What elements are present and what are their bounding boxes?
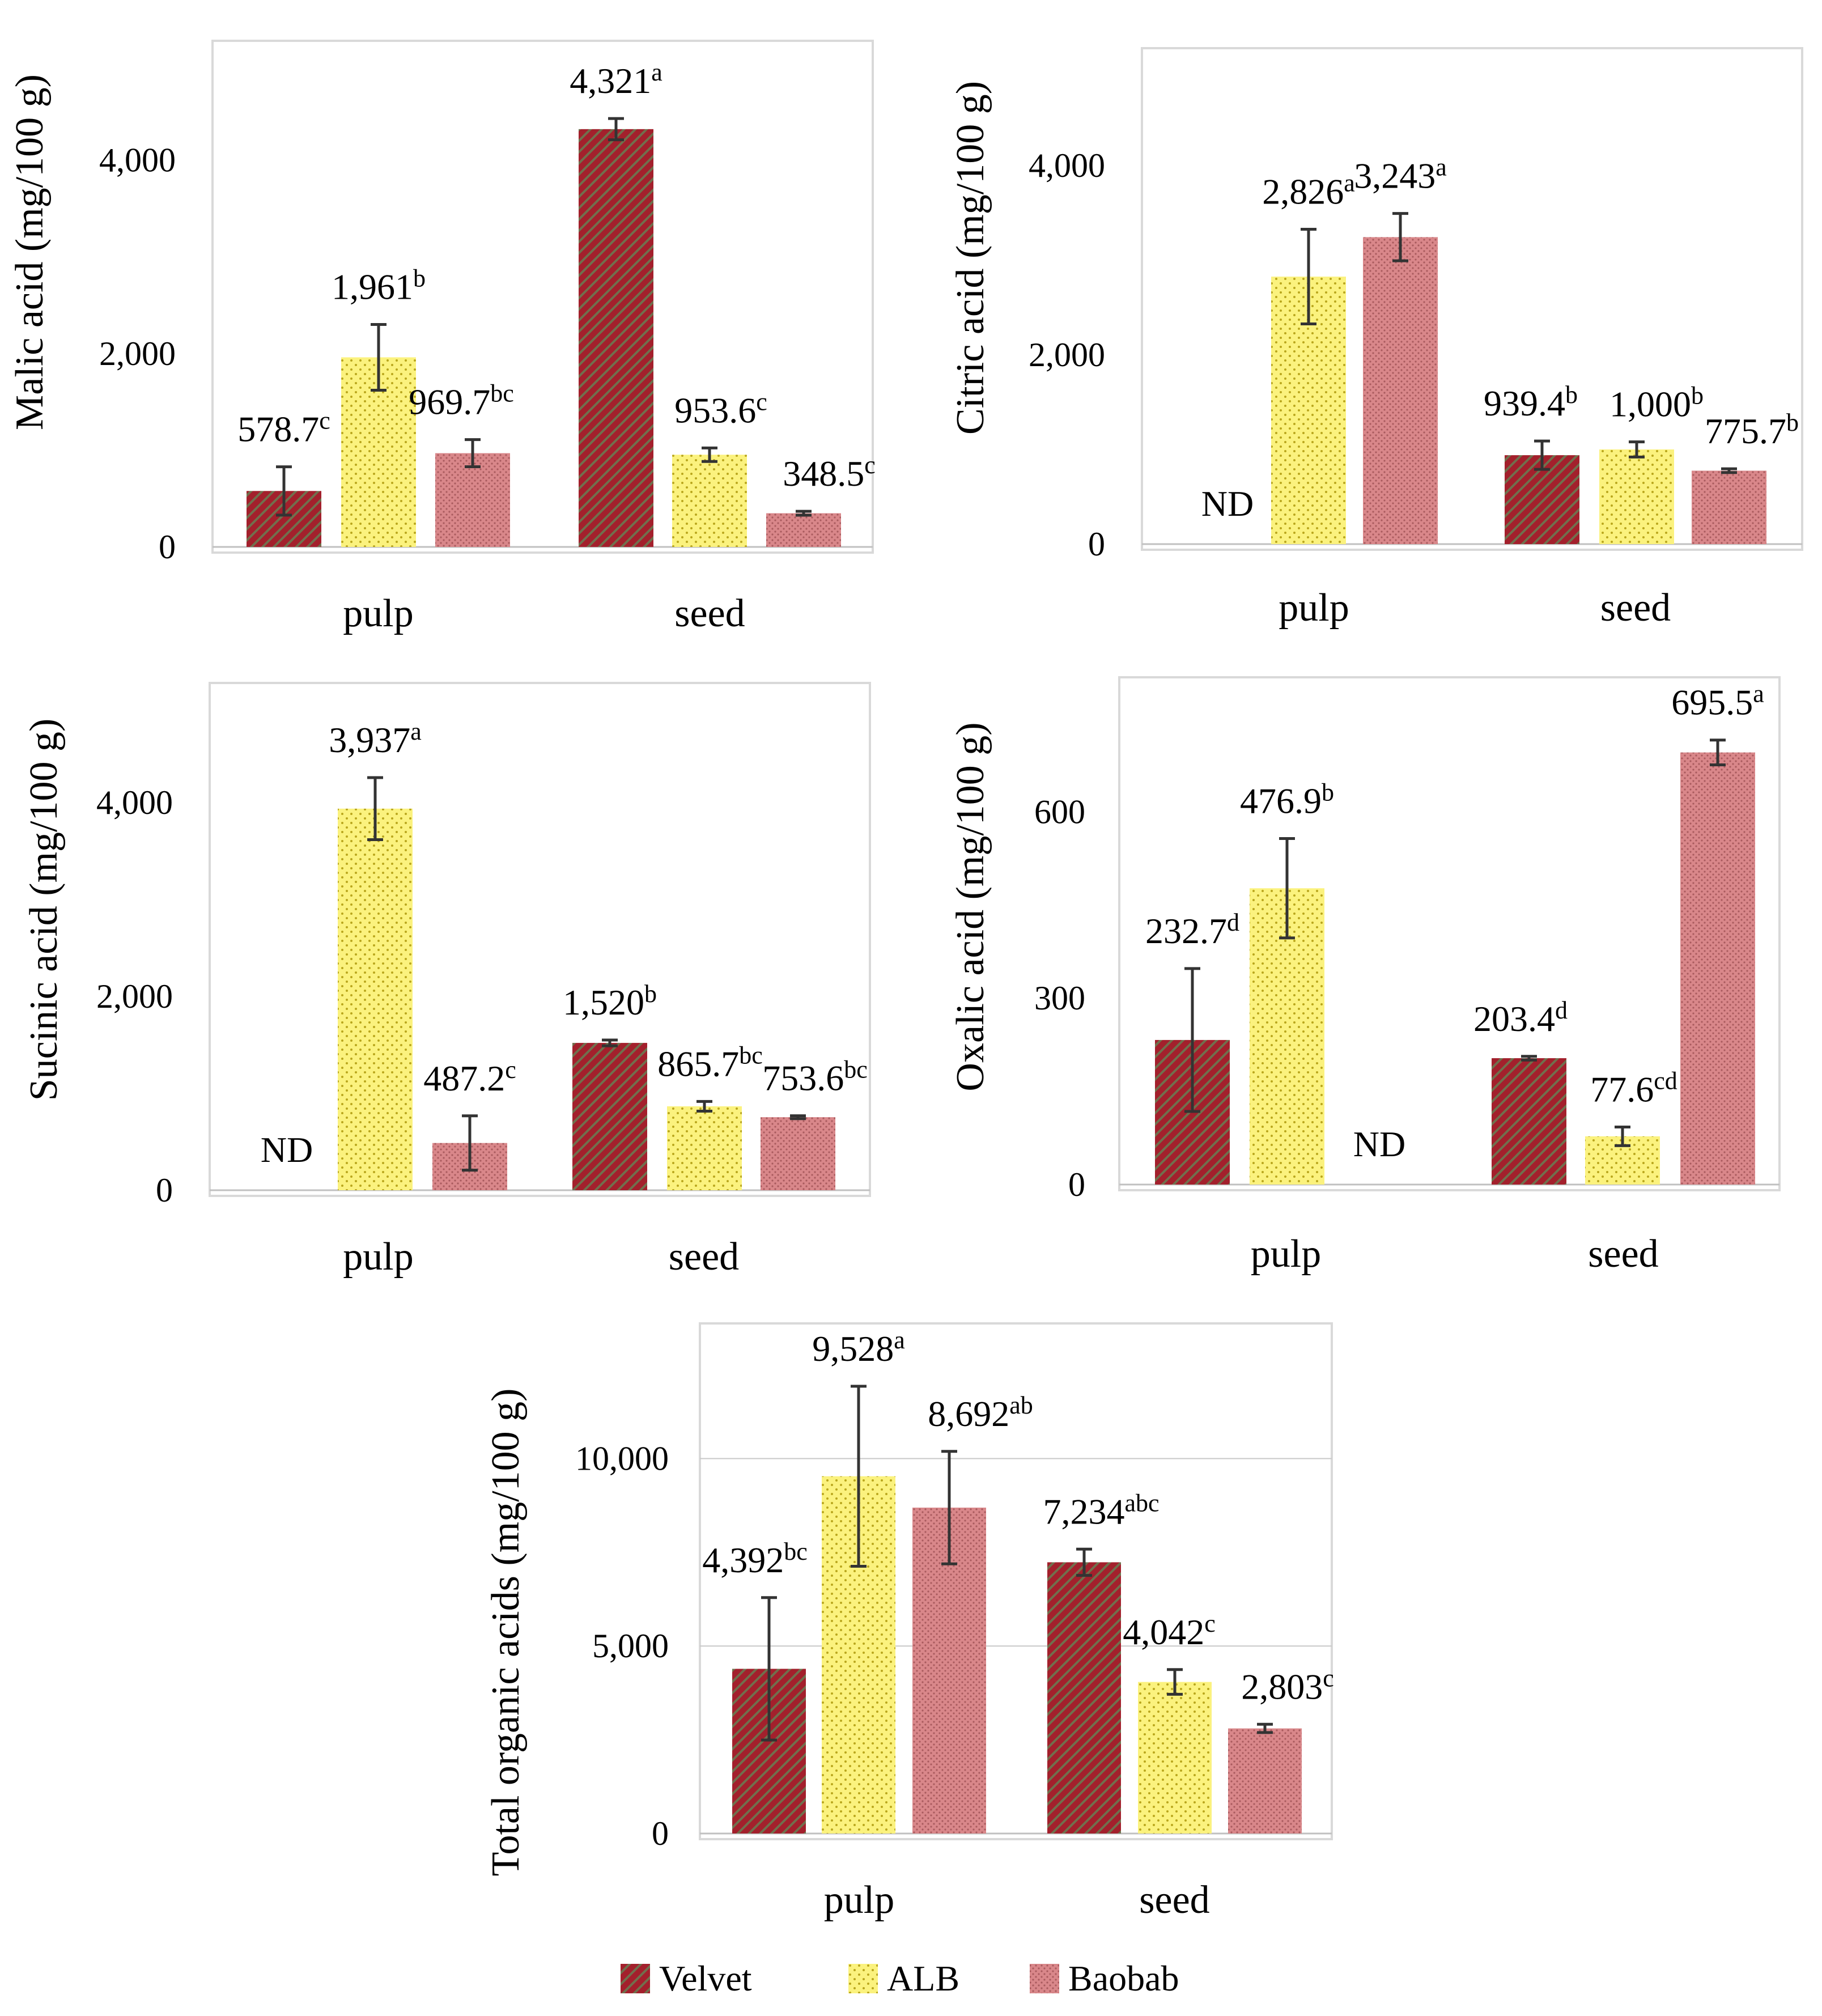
y-tick-label: 0 <box>1088 525 1105 563</box>
plot-frame <box>699 1322 1333 1840</box>
data-label: 1,520b <box>563 980 657 1022</box>
data-label: 939.4b <box>1484 381 1578 423</box>
data-label: 9,528a <box>812 1326 905 1369</box>
data-label: 4,321a <box>570 58 662 101</box>
data-label: 7,234abc <box>1043 1489 1159 1531</box>
data-label: 8,692ab <box>928 1391 1033 1434</box>
data-label: 3,243a <box>1354 154 1447 196</box>
y-tick-label: 4,000 <box>99 142 176 179</box>
legend-label-alb: ALB <box>887 1958 959 1998</box>
y-axis-label: Sucinic acid (mg/100 g) <box>22 719 66 1101</box>
y-tick-label: 0 <box>159 528 176 566</box>
legend-label-baobab: Baobab <box>1068 1958 1179 1998</box>
panel-oxalic: 0 300 600 Oxalic acid (mg/100 g) pulp seed 232… <box>949 676 1781 1276</box>
y-tick-label: 300 <box>1034 979 1085 1017</box>
bar-baobab-pulp <box>435 453 510 547</box>
nd-label: ND <box>1353 1124 1405 1164</box>
legend-swatch-alb <box>848 1964 878 1993</box>
x-tick-label-seed: seed <box>669 1235 739 1279</box>
bar-velvet-seed <box>579 129 653 547</box>
data-label: 775.7b <box>1705 409 1799 451</box>
data-label: 2,826a <box>1262 169 1355 212</box>
data-label: 695.5a <box>1671 680 1764 723</box>
data-label: 77.6cd <box>1590 1067 1677 1109</box>
y-axis-label: Citric acid (mg/100 g) <box>949 81 992 435</box>
data-label: 969.7bc <box>409 380 514 422</box>
data-label: 232.7d <box>1145 909 1239 951</box>
bar-alb-seed <box>667 1106 742 1190</box>
data-label: 4,392bc <box>702 1538 808 1580</box>
legend-swatch-baobab <box>1030 1964 1059 1993</box>
bar-alb-pulp <box>338 808 413 1190</box>
legend-label-velvet: Velvet <box>659 1958 752 1998</box>
panel-succinic: 0 2,000 4,000 Sucinic acid (mg/100 g) pulp se… <box>22 682 871 1279</box>
bar-baobab-seed <box>1680 752 1755 1185</box>
y-tick-label: 2,000 <box>96 978 173 1015</box>
plot-frame <box>1118 676 1781 1191</box>
panel-citric: 0 2,000 4,000 Citric acid (mg/100 g) pulp see… <box>949 47 1803 630</box>
x-tick-label-seed: seed <box>1600 586 1671 630</box>
data-label: 1,961b <box>332 264 426 307</box>
bar-baobab-seed <box>761 1117 835 1190</box>
x-tick-label-seed: seed <box>1139 1878 1209 1922</box>
y-axis-label: Total organic acids (mg/100 g) <box>484 1389 528 1877</box>
y-tick-label: 0 <box>652 1815 669 1852</box>
panel-total: 0 5,000 10,000 Total organic acids (mg/100 … <box>484 1322 1334 1922</box>
data-label: 753.6bc <box>762 1056 868 1098</box>
bar-alb-seed <box>1138 1682 1212 1834</box>
bar-velvet-seed <box>572 1043 647 1190</box>
x-tick-label-pulp: pulp <box>1279 586 1349 630</box>
x-tick-label-pulp: pulp <box>824 1878 894 1922</box>
y-tick-label: 10,000 <box>575 1440 669 1477</box>
data-label: 1,000b <box>1609 382 1704 425</box>
plot-frame <box>211 40 874 554</box>
x-tick-label-seed: seed <box>1588 1232 1658 1276</box>
bar-alb-seed <box>1599 449 1674 544</box>
y-tick-label: 4,000 <box>96 784 173 821</box>
x-tick-label-seed: seed <box>674 592 745 635</box>
data-label: 487.2c <box>423 1056 516 1098</box>
legend-swatch-velvet <box>621 1964 650 1993</box>
y-tick-label: 2,000 <box>99 335 176 372</box>
data-label: 953.6c <box>674 388 767 430</box>
data-label: 865.7bc <box>657 1041 763 1084</box>
bar-baobab-seed <box>1228 1728 1302 1834</box>
y-tick-label: 4,000 <box>1029 147 1105 184</box>
data-label: 476.9b <box>1240 779 1334 821</box>
bar-baobab-seed <box>1692 470 1766 544</box>
data-label: 2,803c <box>1241 1664 1334 1707</box>
data-label: 4,042c <box>1123 1610 1216 1652</box>
y-tick-label: 2,000 <box>1029 336 1105 374</box>
y-axis-label: Malic acid (mg/100 g) <box>8 74 52 430</box>
bar-velvet-seed <box>1492 1058 1566 1185</box>
legend: Velvet ALB Baobab <box>621 1958 1179 1998</box>
x-tick-label-pulp: pulp <box>343 592 413 635</box>
y-tick-label: 600 <box>1034 793 1085 830</box>
plot-frame <box>1141 47 1803 551</box>
nd-label: ND <box>1201 483 1254 524</box>
data-label: 348.5c <box>783 451 876 494</box>
x-tick-label-pulp: pulp <box>343 1235 413 1279</box>
data-label: 3,937a <box>329 718 422 760</box>
bar-baobab-seed <box>766 513 841 547</box>
panel-malic: 0 2,000 4,000 Malic acid (mg/100 g) pulp seed… <box>8 40 876 635</box>
bar-velvet-seed <box>1047 1562 1121 1834</box>
chart-panels: 0 2,000 4,000 Malic acid (mg/100 g) pulp seed… <box>8 40 1803 1922</box>
data-label: 578.7c <box>237 407 330 449</box>
y-tick-label: 0 <box>156 1172 173 1209</box>
x-tick-label-pulp: pulp <box>1251 1232 1321 1276</box>
nd-label: ND <box>261 1130 313 1170</box>
bar-alb-seed <box>672 455 747 547</box>
y-tick-label: 0 <box>1068 1166 1085 1203</box>
bar-baobab-pulp <box>1363 237 1438 544</box>
y-axis-label: Oxalic acid (mg/100 g) <box>949 722 992 1091</box>
data-label: 203.4d <box>1473 996 1568 1039</box>
plot-frame <box>209 682 871 1197</box>
y-tick-label: 5,000 <box>592 1627 669 1665</box>
